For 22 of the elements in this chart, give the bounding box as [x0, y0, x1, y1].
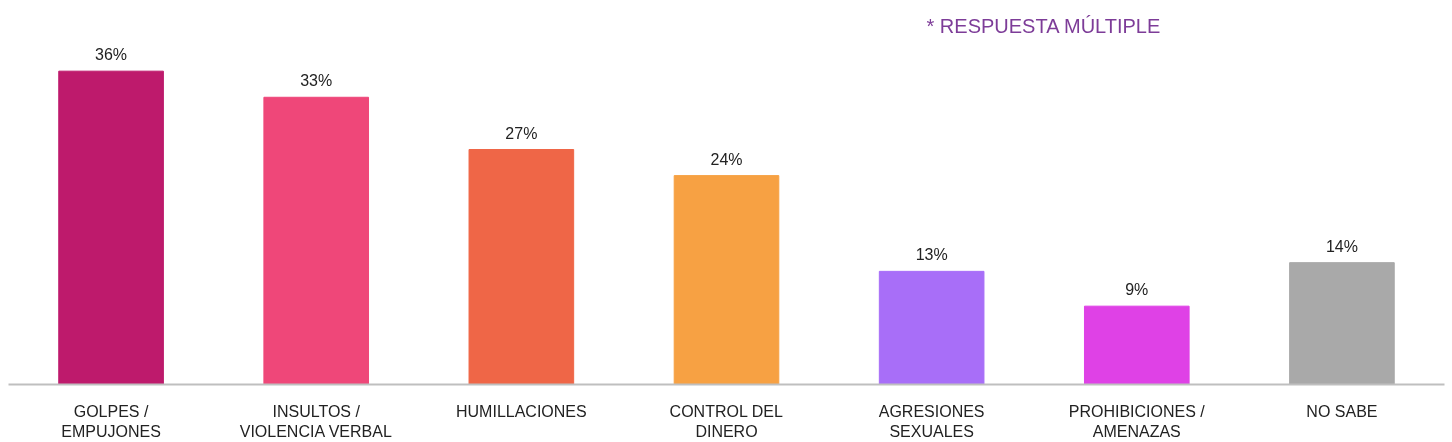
bar — [58, 70, 164, 385]
bar — [878, 270, 985, 385]
x-tick-label: PROHIBICIONES / AMENAZAS — [1068, 402, 1206, 440]
data-label: 14% — [1325, 237, 1358, 255]
x-tick-label: CONTROL DEL DINERO — [669, 402, 783, 440]
data-label: 13% — [915, 246, 948, 264]
bar — [1289, 262, 1395, 385]
data-label: 27% — [505, 124, 538, 142]
text: * RESPUESTA MÚLTIPLE — [926, 14, 1161, 37]
x-tick-label: INSULTOS / VIOLENCIA VERBAL — [239, 402, 392, 440]
x-tick-label: NO SABE — [1306, 402, 1378, 420]
bar — [673, 175, 780, 385]
data-label: 24% — [710, 150, 743, 168]
bar — [263, 96, 370, 385]
x-tick-label: GOLPES / EMPUJONES — [61, 402, 161, 440]
x-tick-label: HUMILLACIONES — [456, 402, 587, 420]
bar — [468, 149, 575, 385]
data-label: 36% — [95, 46, 128, 64]
bar — [1083, 305, 1190, 385]
data-label: 33% — [300, 72, 333, 90]
x-tick-label: AGRESIONES SEXUALES — [878, 402, 985, 440]
data-label: 9% — [1125, 281, 1149, 299]
